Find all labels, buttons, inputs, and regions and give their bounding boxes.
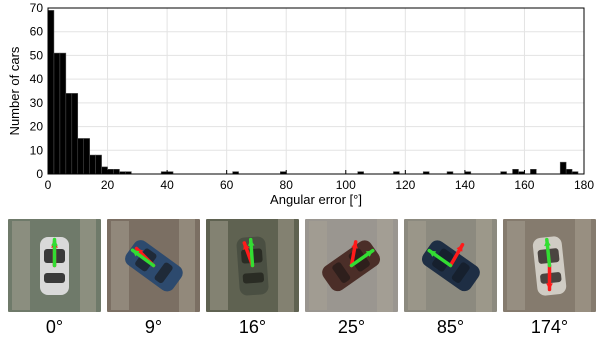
histogram-bar bbox=[47, 10, 55, 175]
example-angle-label: 174° bbox=[530, 317, 569, 337]
x-tick-label: 160 bbox=[514, 178, 534, 192]
histogram-chart: 0 20 40 60 80 100 120 140 160 180 0 10 20 30 40 50 60 70… bbox=[7, 1, 594, 207]
x-tick-label: 100 bbox=[336, 178, 356, 192]
x-tick-label: 180 bbox=[574, 178, 594, 192]
histogram-bar bbox=[113, 169, 120, 175]
y-tick-label: 10 bbox=[30, 143, 44, 157]
x-tick-label: 40 bbox=[160, 178, 174, 192]
grid bbox=[48, 8, 584, 174]
example-angle-label: 16° bbox=[238, 317, 267, 337]
y-tick-label: 20 bbox=[30, 120, 44, 134]
histogram-bar bbox=[83, 138, 90, 175]
y-axis-label: Number of cars bbox=[7, 46, 22, 135]
x-tick-label: 60 bbox=[220, 178, 234, 192]
histogram-bar bbox=[53, 52, 61, 175]
example-car-image bbox=[206, 219, 299, 312]
example-car-image bbox=[107, 219, 200, 312]
example-angle-label: 9° bbox=[144, 317, 163, 337]
example-angle-label: 25° bbox=[337, 317, 366, 337]
example-car-image bbox=[404, 219, 497, 312]
histogram-bar bbox=[71, 93, 79, 175]
histogram-bar bbox=[65, 93, 73, 175]
example-car-image bbox=[503, 219, 596, 312]
y-tick-label: 70 bbox=[30, 1, 44, 15]
histogram-bar bbox=[89, 154, 96, 175]
x-tick-label: 0 bbox=[45, 178, 52, 192]
bars bbox=[47, 10, 579, 175]
x-axis-label: Angular error [°] bbox=[270, 192, 362, 207]
example-angle-label: 85° bbox=[436, 317, 465, 337]
y-tick-label: 40 bbox=[30, 72, 44, 86]
histogram-bar bbox=[530, 169, 537, 175]
x-tick-label: 140 bbox=[455, 178, 475, 192]
x-tick-label: 120 bbox=[395, 178, 415, 192]
example-car-image bbox=[305, 219, 398, 312]
histogram-bar bbox=[512, 169, 519, 175]
y-tick-label: 30 bbox=[30, 96, 44, 110]
histogram-bar bbox=[101, 166, 108, 175]
histogram-bar bbox=[565, 169, 573, 175]
y-tick-labels: 0 10 20 30 40 50 60 70 bbox=[30, 1, 52, 181]
x-tick-labels: 0 20 40 60 80 100 120 140 160 180 bbox=[45, 170, 594, 192]
plot-frame bbox=[47, 7, 585, 175]
x-tick-label: 80 bbox=[280, 178, 294, 192]
histogram-bar bbox=[559, 161, 567, 175]
example-angle-label: 0° bbox=[45, 317, 64, 337]
example-car-image bbox=[8, 219, 101, 312]
y-tick-label: 50 bbox=[30, 48, 44, 62]
y-tick-label: 60 bbox=[30, 25, 44, 39]
histogram-bar bbox=[77, 138, 84, 175]
histogram-bar bbox=[107, 169, 114, 175]
x-tick-label: 20 bbox=[101, 178, 115, 192]
y-tick-label: 0 bbox=[36, 167, 43, 181]
histogram-bar bbox=[59, 52, 67, 175]
histogram-bar bbox=[95, 154, 102, 175]
